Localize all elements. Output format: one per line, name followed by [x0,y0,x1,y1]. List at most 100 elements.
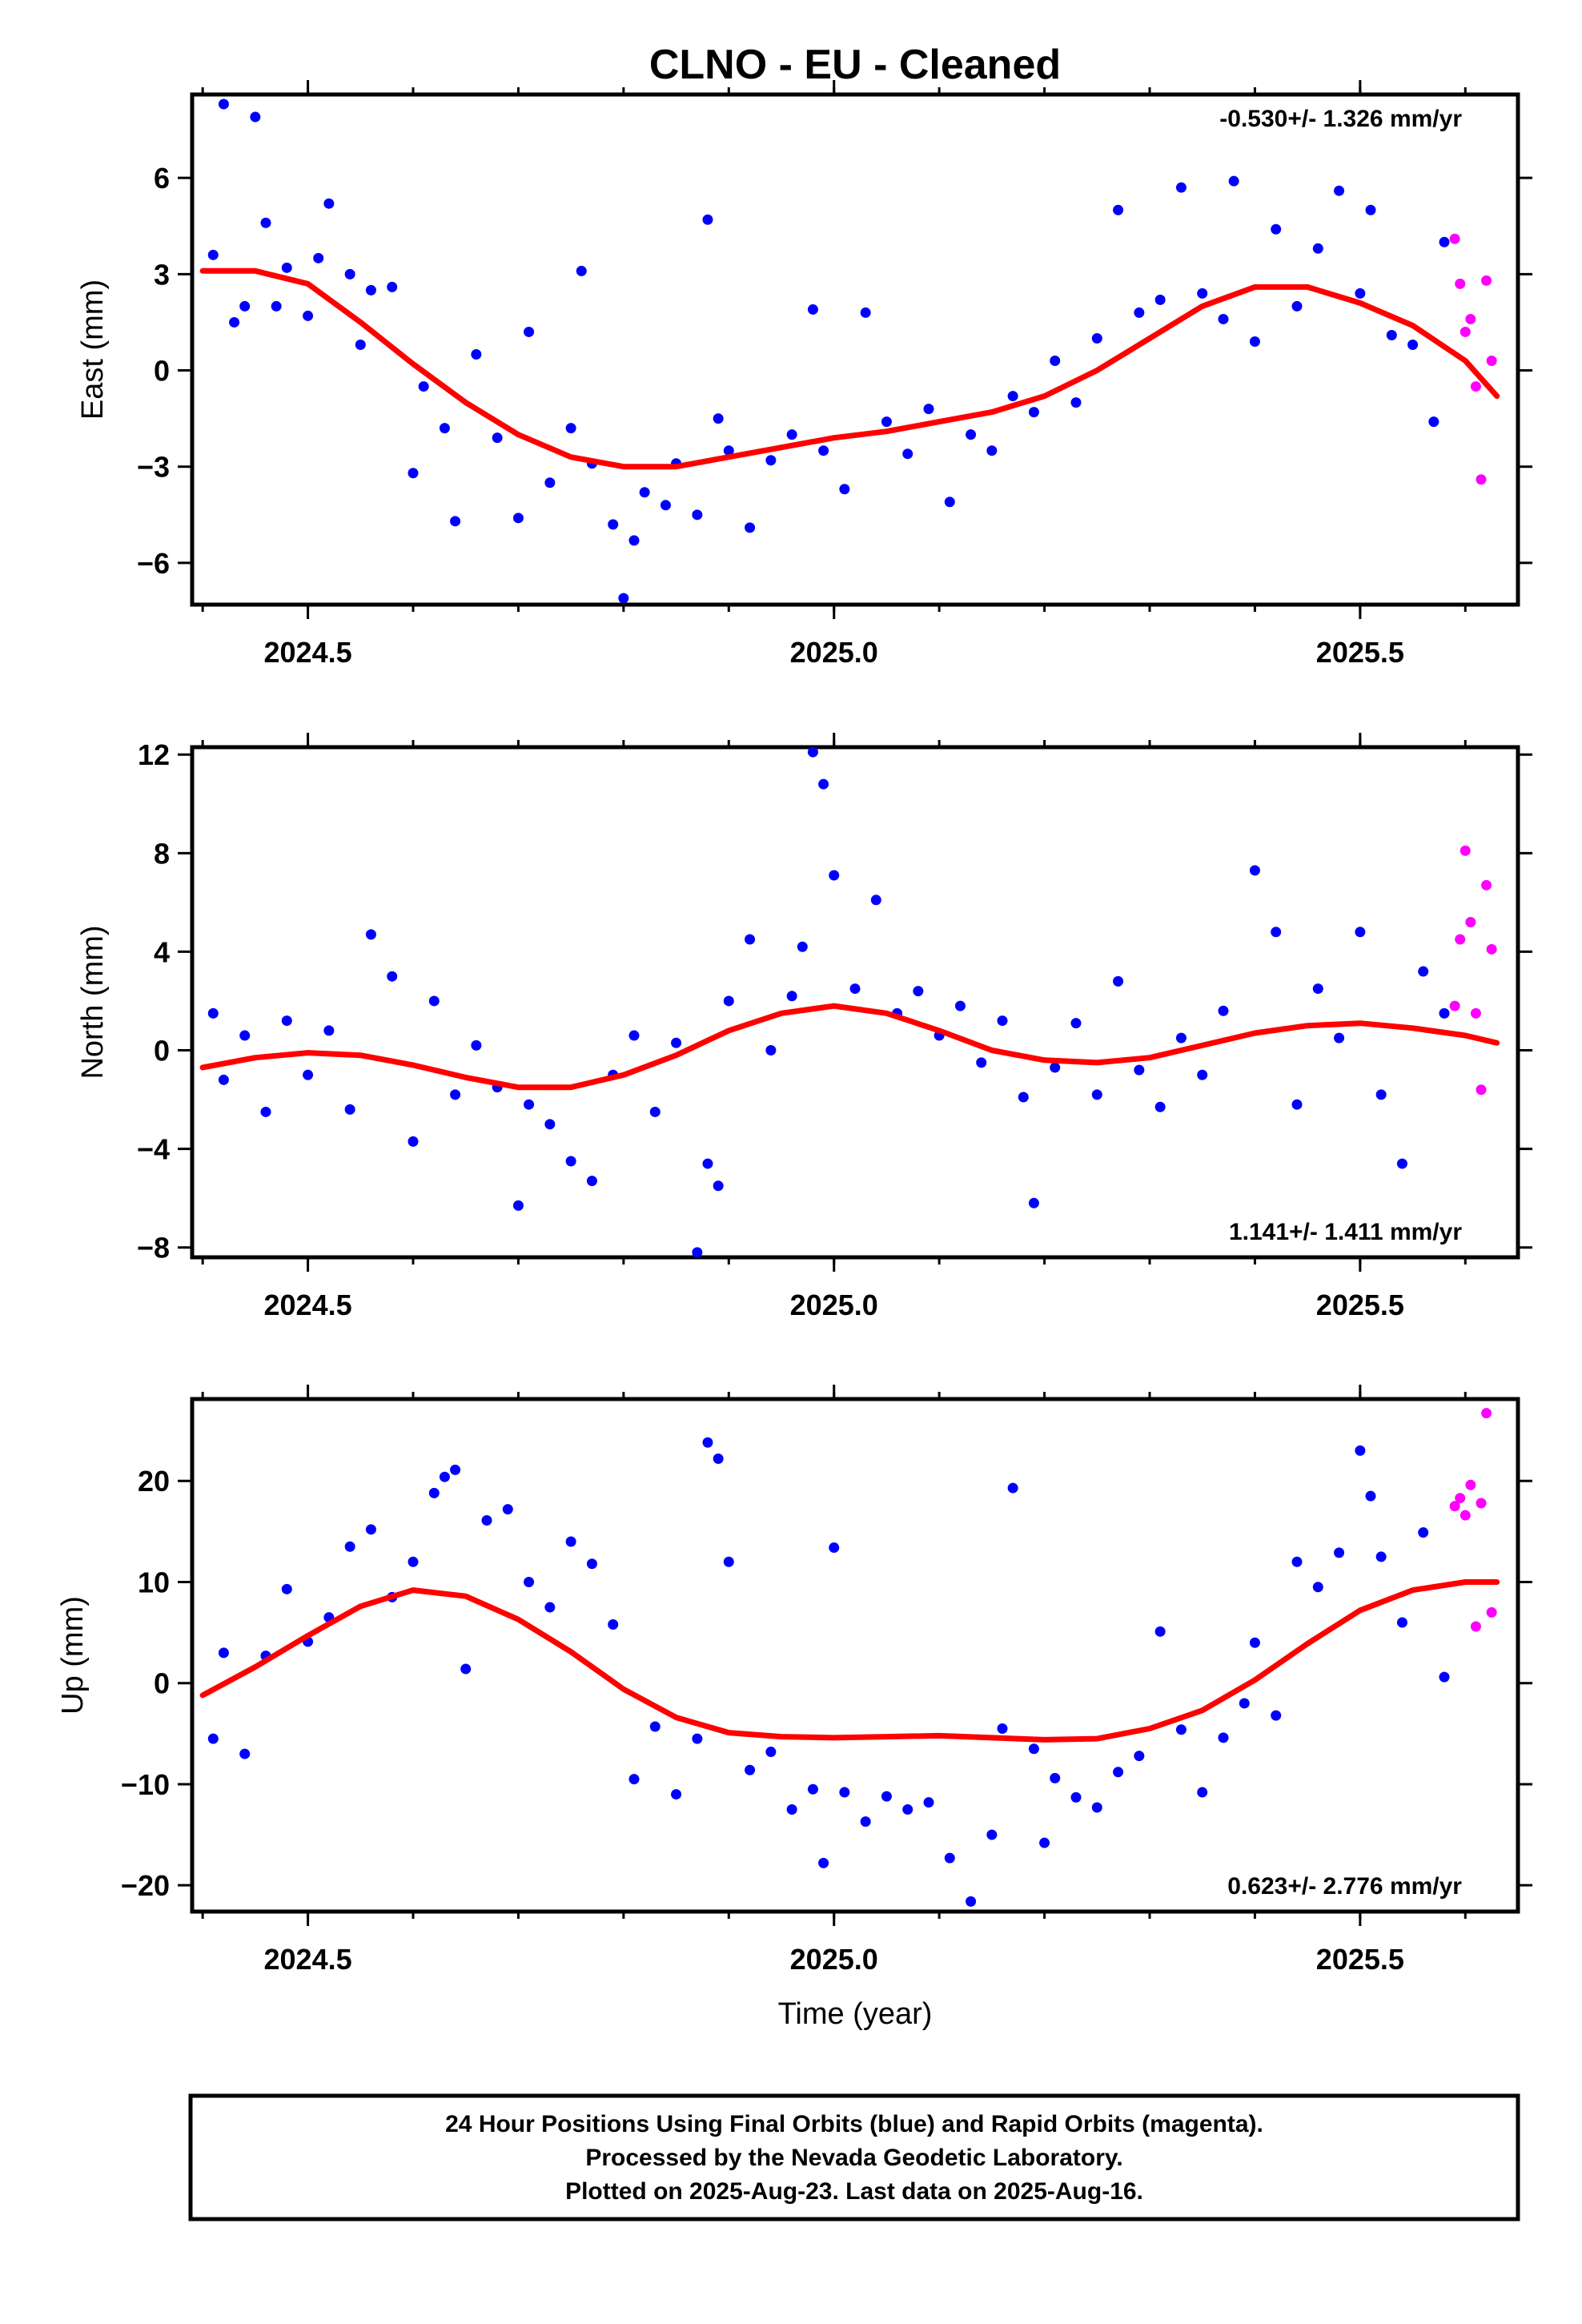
north-final-orbit-point [702,1158,713,1169]
north-final-orbit-point [1396,1158,1407,1169]
east-final-orbit-point [786,429,797,440]
east-final-orbit-point [239,300,251,312]
east-final-orbit-point [408,468,419,479]
north-rapid-orbit-point [1481,879,1492,891]
east-final-orbit-point [344,268,355,279]
north-frame [190,745,1520,1260]
up-final-orbit-point [586,1558,597,1570]
east-final-orbit-point [944,497,955,508]
north-final-orbit-point [765,1045,777,1056]
east-final-orbit-point [565,423,576,434]
east-final-orbit-point [323,198,335,209]
east-final-orbit-point [250,111,261,123]
up-final-orbit-point [344,1541,355,1552]
up-final-orbit-point [502,1504,513,1515]
east-final-orbit-point [713,413,724,424]
up-final-orbit-point [439,1471,450,1482]
up-final-orbit-point [1113,1767,1124,1778]
east-y-tick-label: 3 [154,258,170,291]
north-rapid-orbit-point [1465,916,1476,927]
up-final-orbit-point [281,1583,292,1594]
east-final-orbit-point [1028,407,1039,418]
up-final-orbit-point [997,1723,1008,1735]
north-final-orbit-point [365,929,376,940]
north-final-orbit-point [471,1039,482,1051]
north-final-orbit-point [997,1015,1008,1027]
north-final-orbit-point [218,1074,229,1085]
east-final-orbit-point [1439,236,1450,247]
east-final-orbit-point [618,593,629,604]
up-final-orbit-point [1249,1637,1260,1648]
up-final-orbit-point [460,1663,472,1675]
north-final-orbit-point [260,1106,271,1117]
panel-north: 2024.5 2025.0 2025.5 12 8 4 0 −4 −8 North (mm) 1.1… [76,733,1532,1321]
up-y-tick-label: 0 [154,1667,170,1700]
north-final-orbit-point [692,1247,703,1258]
east-final-orbit-point [439,423,450,434]
up-final-orbit-point [1439,1671,1450,1683]
up-final-orbit-point [1396,1617,1407,1628]
east-final-orbit-point [1113,204,1124,215]
east-final-orbit-point [1197,287,1208,299]
north-x-tick-label: 2025.5 [1316,1289,1404,1321]
up-y-axis-label: Up (mm) [56,1596,90,1715]
east-final-orbit-point [471,349,482,360]
up-final-orbit-point [239,1748,251,1759]
north-final-orbit-point [1070,1018,1082,1029]
north-final-orbit-point [649,1106,661,1117]
north-final-orbit-point [628,1030,640,1041]
up-final-orbit-point [1197,1787,1208,1798]
figure-title: CLNO - EU - Cleaned [649,42,1061,88]
up-rapid-orbit-point [1460,1510,1471,1521]
north-y-axis-label: North (mm) [76,925,110,1079]
north-final-orbit-point [303,1069,314,1080]
north-rapid-orbit-point [1470,1007,1481,1019]
north-final-orbit-point [745,934,756,945]
north-final-orbit-point [723,995,734,1007]
up-rapid-orbit-point [1449,1501,1460,1512]
up-final-orbit-point [1218,1732,1229,1743]
north-final-orbit-point [512,1200,524,1211]
up-final-orbit-point [1070,1791,1082,1803]
up-final-orbit-point [745,1764,756,1775]
up-final-orbit-point [765,1747,777,1758]
up-final-orbit-point [713,1453,724,1464]
up-y-tick-label: −20 [121,1869,170,1902]
up-y-tick-label: 10 [138,1566,170,1598]
east-final-orbit-point [512,513,524,524]
north-final-orbit-point [1355,927,1366,938]
up-final-orbit-point [628,1774,640,1785]
up-final-orbit-point [692,1733,703,1744]
east-final-orbit-point [260,217,271,228]
east-final-orbit-point [966,429,977,440]
up-final-orbit-point [1291,1556,1303,1567]
east-final-orbit-point [1070,397,1082,408]
east-final-orbit-point [923,404,934,415]
east-rapid-orbit-point [1470,381,1481,392]
footer-line-2: Processed by the Nevada Geodetic Laborat… [585,2145,1122,2171]
east-final-orbit-point [576,265,587,276]
up-final-orbit-point [218,1647,229,1659]
east-final-orbit-point [1175,182,1186,193]
east-final-orbit-point [1291,300,1303,312]
up-final-orbit-point [860,1816,871,1827]
east-final-orbit-point [1386,329,1397,340]
up-final-orbit-point [1091,1802,1102,1813]
north-final-orbit-point [1050,1062,1061,1073]
east-final-orbit-point [218,99,229,110]
east-final-orbit-point [1407,339,1419,350]
north-final-orbit-point [323,1025,335,1036]
east-rapid-orbit-point [1481,275,1492,286]
up-y-tick-label: −10 [121,1768,170,1801]
east-rapid-orbit-point [1486,356,1497,367]
north-final-orbit-point [818,778,829,790]
up-final-orbit-point [966,1896,977,1907]
up-final-orbit-point [944,1852,955,1864]
east-final-orbit-point [365,284,376,296]
north-final-orbit-point [954,1000,966,1011]
up-final-orbit-point [723,1556,734,1567]
north-velocity-label: 1.141+/- 1.411 mm/yr [1229,1219,1462,1245]
north-x-tick-label: 2024.5 [264,1289,352,1321]
up-final-orbit-point [1154,1626,1166,1637]
